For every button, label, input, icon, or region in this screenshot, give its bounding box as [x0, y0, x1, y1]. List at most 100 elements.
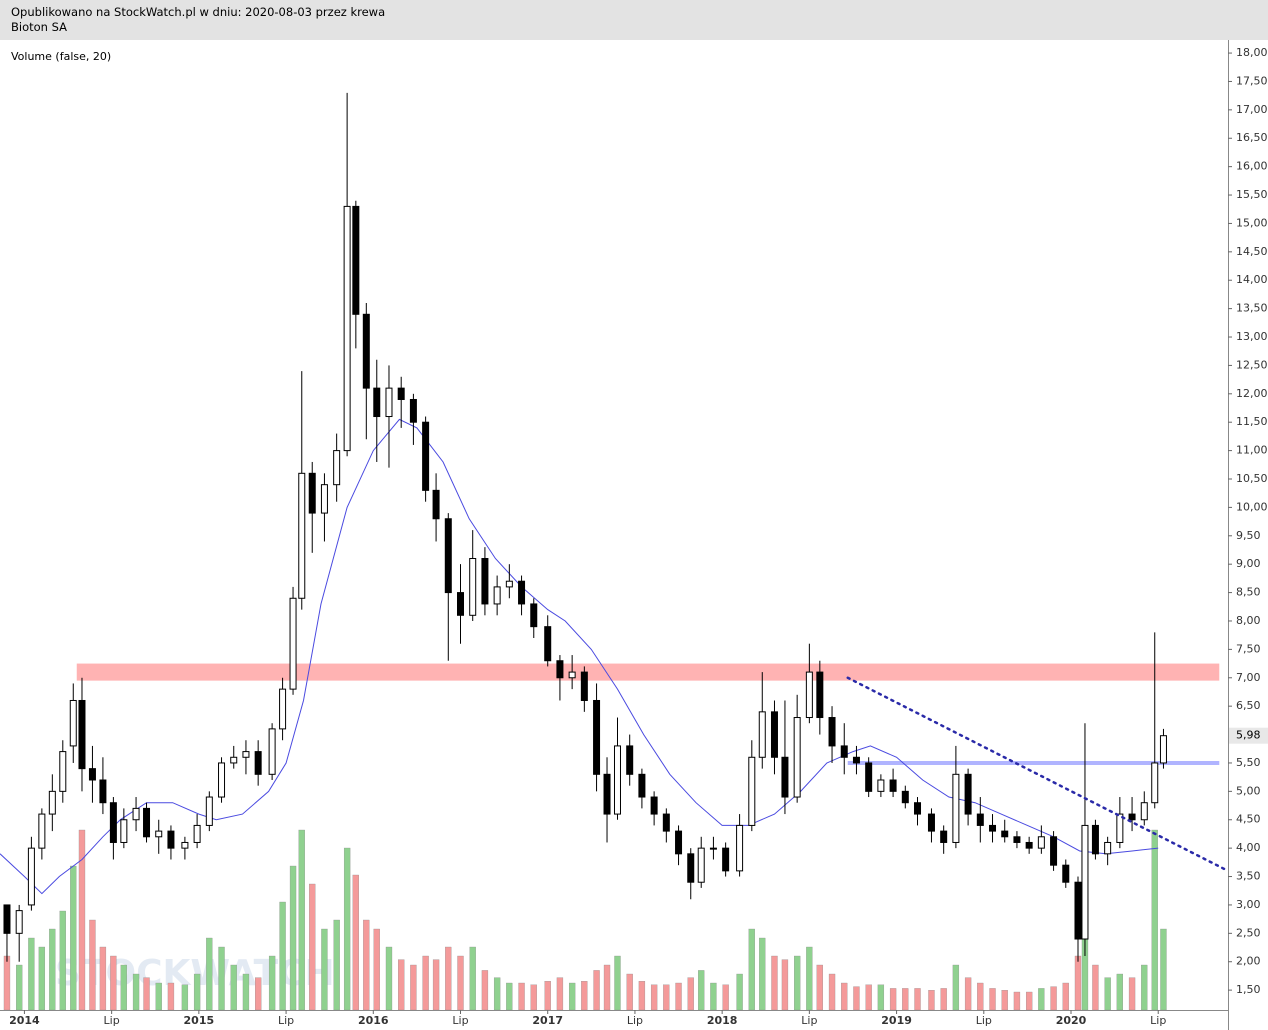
- candle-body: [333, 450, 341, 486]
- candle-body: [505, 580, 513, 588]
- volume-bar: [914, 988, 921, 1011]
- candle-body: [99, 779, 107, 804]
- y-tick-label: 3,00: [1236, 898, 1261, 911]
- candle-body: [352, 205, 360, 315]
- candle-body: [544, 626, 552, 662]
- volume-bar: [650, 984, 658, 1011]
- candle-body: [793, 717, 801, 798]
- candle-body: [1062, 864, 1070, 883]
- candle-body: [626, 745, 634, 775]
- candle-body: [289, 597, 297, 690]
- candle-body: [816, 671, 824, 719]
- y-tick-label: 15,00: [1236, 216, 1268, 229]
- y-tick-label: 12,00: [1236, 387, 1268, 400]
- volume-bar: [722, 984, 729, 1011]
- volume-bar: [78, 829, 86, 1011]
- y-tick-label: 2,00: [1236, 955, 1261, 968]
- x-tick-label: 2019: [881, 1014, 912, 1027]
- candle-body: [593, 699, 601, 775]
- volume-bar: [1128, 977, 1136, 1011]
- candle-body: [697, 847, 705, 883]
- candle-body: [362, 313, 370, 389]
- candle-body: [493, 586, 501, 605]
- candle-body: [781, 756, 789, 798]
- candle-body: [530, 603, 538, 628]
- volume-bar: [193, 973, 201, 1011]
- candle-body: [613, 745, 621, 815]
- volume-bar: [877, 984, 885, 1011]
- candle-body: [373, 387, 381, 418]
- volume-bar: [568, 982, 576, 1011]
- y-tick-label: 7,00: [1236, 671, 1261, 684]
- y-tick-label: 3,50: [1236, 870, 1261, 883]
- volume-bar: [398, 959, 405, 1011]
- candle-body: [840, 745, 848, 758]
- published-text: Opublikowano na StockWatch.pl w dniu: 20…: [11, 5, 386, 19]
- candle-body: [132, 807, 140, 821]
- candle-body: [397, 387, 405, 400]
- last-price-label: 5,98: [1236, 729, 1261, 742]
- volume-bar: [687, 977, 694, 1011]
- candle-body: [709, 847, 717, 850]
- candle-body: [852, 756, 860, 764]
- volume-bar: [853, 986, 860, 1011]
- y-tick-label: 18,00: [1236, 46, 1268, 59]
- candle-body: [1091, 824, 1099, 855]
- volume-bar: [759, 937, 766, 1011]
- y-tick-label: 17,00: [1236, 103, 1268, 116]
- candle-body: [143, 807, 151, 838]
- x-tick-label: 2018: [707, 1014, 738, 1027]
- x-tick-label: Lip: [801, 1014, 817, 1027]
- volume-bar: [902, 988, 909, 1011]
- volume-bar: [206, 937, 213, 1011]
- volume-bar: [481, 970, 489, 1011]
- volume-bar: [432, 959, 440, 1011]
- volume-bar: [581, 981, 588, 1011]
- volume-bar: [781, 959, 789, 1011]
- volume-bar: [1074, 955, 1082, 1011]
- instrument-name: Bioton SA: [11, 20, 67, 34]
- y-tick-label: 10,00: [1236, 500, 1268, 513]
- candle-body: [1037, 836, 1045, 849]
- candle-body: [15, 910, 23, 934]
- candle-body: [758, 711, 766, 758]
- candle-body: [580, 671, 588, 701]
- volume-bar: [1025, 991, 1033, 1011]
- volume-bar: [841, 982, 848, 1011]
- candle-body: [48, 790, 56, 815]
- moving-average-line: [0, 418, 1159, 895]
- candle-body: [1140, 802, 1148, 821]
- y-tick-label: 13,00: [1236, 330, 1268, 343]
- volume-bar: [556, 977, 564, 1011]
- volume-bar: [445, 946, 452, 1011]
- candle-body: [268, 728, 276, 775]
- x-tick-label: 2014: [9, 1014, 40, 1027]
- volume-bar: [242, 973, 250, 1011]
- indicator-label: Volume (false, 20): [11, 50, 111, 63]
- volume-bar: [89, 919, 96, 1011]
- volume-bar: [816, 964, 823, 1011]
- candle-body: [27, 847, 35, 906]
- volume-bar: [410, 964, 417, 1011]
- y-tick-label: 6,50: [1236, 699, 1261, 712]
- volume-bar: [1013, 991, 1021, 1011]
- candle-body: [109, 802, 117, 843]
- x-tick-label: Lip: [1150, 1014, 1166, 1027]
- candle-body: [409, 398, 417, 423]
- last-price-box: [1229, 727, 1268, 744]
- y-tick-label: 9,50: [1236, 529, 1261, 542]
- candle-body: [1013, 836, 1021, 843]
- candle-body: [964, 773, 972, 815]
- header-bar: Opublikowano na StockWatch.pl w dniu: 20…: [0, 0, 1268, 40]
- volume-bar: [952, 964, 960, 1011]
- volume-bar: [289, 865, 297, 1011]
- candle-body: [279, 688, 287, 730]
- volume-bar: [1001, 990, 1008, 1011]
- y-tick-label: 8,00: [1236, 614, 1261, 627]
- volume-bar: [343, 847, 351, 1011]
- y-tick-label: 4,00: [1236, 841, 1261, 854]
- candle-body: [889, 779, 897, 792]
- volume-bar: [1104, 977, 1111, 1011]
- volume-bar: [333, 919, 340, 1011]
- volume-bar: [99, 946, 107, 1011]
